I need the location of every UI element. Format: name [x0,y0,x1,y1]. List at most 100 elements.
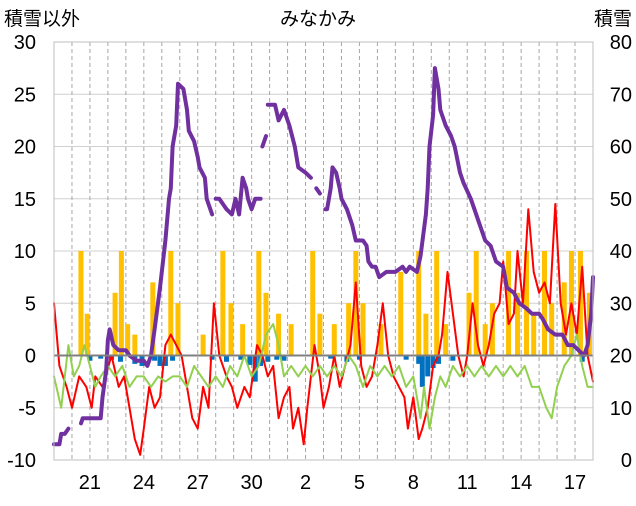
precipitation-bar [579,355,585,362]
x-tick-label: 2 [300,472,311,494]
precipitation-bar [416,355,422,364]
x-tick-label: 27 [187,472,209,494]
sunshine-bar [577,251,583,356]
right-tick-label: 20 [610,346,632,368]
precipitation-bar [435,355,441,364]
sunshine-bar [78,251,84,356]
left-tick-label: 25 [14,84,36,106]
sunshine-bar [524,251,530,356]
precipitation-bar [209,355,215,360]
left-tick-label: 10 [14,241,36,263]
sunshine-bar [423,313,429,356]
right-tick-label: 80 [610,32,632,54]
precipitation-bar [247,355,253,365]
chart-title: みなかみ [280,9,356,30]
sunshine-bar [506,251,512,356]
temperature_min-line [53,323,594,430]
sunshine-bar [132,334,138,356]
snow_depth-line [213,175,263,217]
sunshine-bar [466,292,472,356]
sunshine-bar [276,313,282,356]
precipitation-bar [152,355,158,361]
sunshine-bar [220,251,226,356]
sunshine-bar [360,303,366,356]
sunshine-bar [240,324,246,356]
left-tick-label: 0 [25,346,36,368]
sunshine-bar [84,313,90,356]
right-tick-label: 40 [610,241,632,263]
left-tick-label: 5 [25,293,36,315]
x-tick-label: 30 [241,472,263,494]
right-tick-label: 70 [610,84,632,106]
sunshine-bar [200,334,206,356]
x-tick-label: 17 [564,472,586,494]
x-tick-label: 24 [133,472,155,494]
precipitation-bar [419,355,425,387]
sunshine-bar [378,324,384,356]
left-axis-label: 積雪以外 [4,8,80,30]
sunshine-bar [398,271,404,356]
precipitation-bar [274,355,280,360]
sunshine-bar [263,292,269,356]
sunshine-bar [515,292,521,356]
sunshine-bar [150,282,156,356]
precipitation-bar [265,355,271,362]
left-tick-label: -10 [7,450,36,472]
snow_depth-line [52,426,71,447]
snow_depth-line [79,81,215,426]
sunshine-bar [168,251,174,356]
precipitation-bar [170,355,176,361]
x-axis-ticks: 21 24 27 30 2 5 8 11 14 17 [79,472,586,494]
precipitation-bar [162,355,168,366]
sunshine-bar [531,313,537,356]
precipitation-bar [450,355,456,361]
precipitation-bar [403,355,409,360]
right-tick-label: 0 [621,450,632,472]
x-tick-label: 11 [457,472,478,494]
sunshine-bar [346,303,352,356]
precipitation-bar [98,355,104,359]
precipitation-bar [157,355,163,366]
snow_depth-line [265,102,313,180]
sunshine-bar [175,303,181,356]
x-tick-label: 14 [510,472,532,494]
precipitation-bar [430,355,436,369]
sunshine-bar [256,251,262,356]
precipitation-bar [252,355,258,382]
precipitation-bar [238,355,244,360]
left-tick-label: 20 [14,137,36,159]
right-tick-label: 10 [610,398,632,420]
right-axis-label: 積雪 [594,8,632,30]
sunshine-bar [317,313,323,356]
sunshine-bar [549,303,555,356]
sunshine-bar [443,324,449,356]
snow_depth-line [323,66,595,358]
x-tick-label: 21 [79,472,101,494]
sunshine-bar [228,303,234,356]
right-tick-label: 50 [610,189,632,211]
plot-border [53,41,594,461]
precipitation-bar [117,355,123,362]
sunshine-bar [416,251,422,356]
precipitation-bar [281,355,287,361]
left-axis-ticks: 30 25 20 15 10 5 0 -5 -10 [7,32,36,472]
x-tick-label: 5 [354,472,365,494]
sunshine-bar [331,324,337,356]
sunshine-bar [541,251,547,356]
sunshine-bar [434,251,440,356]
snow_depth-line [260,134,268,149]
sunshine-bar [118,251,124,356]
sunshine-bar [288,324,294,356]
x-tick-label: 8 [408,472,419,494]
line-layer [52,66,595,456]
snow_depth-line [314,186,322,196]
left-tick-label: 15 [14,189,36,211]
sunshine-bar [482,324,488,356]
precipitation-bar [223,355,229,362]
right-axis-ticks: 80 70 60 50 40 30 20 10 0 [610,32,632,472]
sunshine-bar [473,251,479,356]
sunshine-bar [310,251,316,356]
right-tick-label: 30 [610,293,632,315]
